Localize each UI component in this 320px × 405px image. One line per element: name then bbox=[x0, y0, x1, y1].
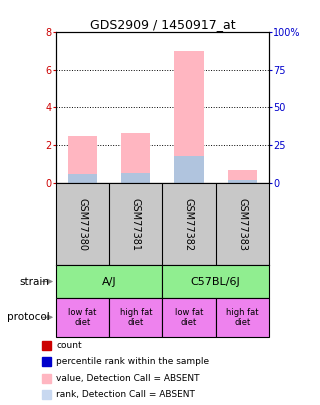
Bar bbox=[121, 173, 150, 183]
Text: GSM77381: GSM77381 bbox=[131, 198, 141, 251]
Bar bbox=[56, 266, 163, 298]
Bar bbox=[42, 341, 52, 350]
Bar bbox=[163, 298, 216, 337]
Bar bbox=[174, 51, 204, 183]
Text: rank, Detection Call = ABSENT: rank, Detection Call = ABSENT bbox=[56, 390, 195, 399]
Text: C57BL/6J: C57BL/6J bbox=[191, 277, 240, 286]
Title: GDS2909 / 1450917_at: GDS2909 / 1450917_at bbox=[90, 18, 235, 31]
Text: value, Detection Call = ABSENT: value, Detection Call = ABSENT bbox=[56, 374, 199, 383]
Bar bbox=[42, 357, 52, 367]
Bar bbox=[228, 171, 257, 183]
Text: percentile rank within the sample: percentile rank within the sample bbox=[56, 357, 209, 366]
Text: A/J: A/J bbox=[102, 277, 116, 286]
Bar bbox=[109, 298, 163, 337]
Bar bbox=[42, 390, 52, 399]
Text: strain: strain bbox=[20, 277, 50, 286]
Text: count: count bbox=[56, 341, 82, 350]
Bar bbox=[56, 298, 109, 337]
Bar bbox=[68, 136, 97, 183]
Text: low fat
diet: low fat diet bbox=[175, 307, 203, 327]
Text: GSM77382: GSM77382 bbox=[184, 198, 194, 251]
Text: high fat
diet: high fat diet bbox=[120, 307, 152, 327]
Bar bbox=[121, 133, 150, 183]
Text: GSM77380: GSM77380 bbox=[77, 198, 88, 251]
Bar bbox=[216, 298, 269, 337]
Bar bbox=[228, 180, 257, 183]
Text: high fat
diet: high fat diet bbox=[226, 307, 259, 327]
Bar bbox=[163, 266, 269, 298]
Text: low fat
diet: low fat diet bbox=[68, 307, 97, 327]
Bar bbox=[174, 156, 204, 183]
Bar bbox=[42, 374, 52, 383]
Text: protocol: protocol bbox=[7, 312, 50, 322]
Text: GSM77383: GSM77383 bbox=[237, 198, 247, 251]
Bar bbox=[68, 174, 97, 183]
